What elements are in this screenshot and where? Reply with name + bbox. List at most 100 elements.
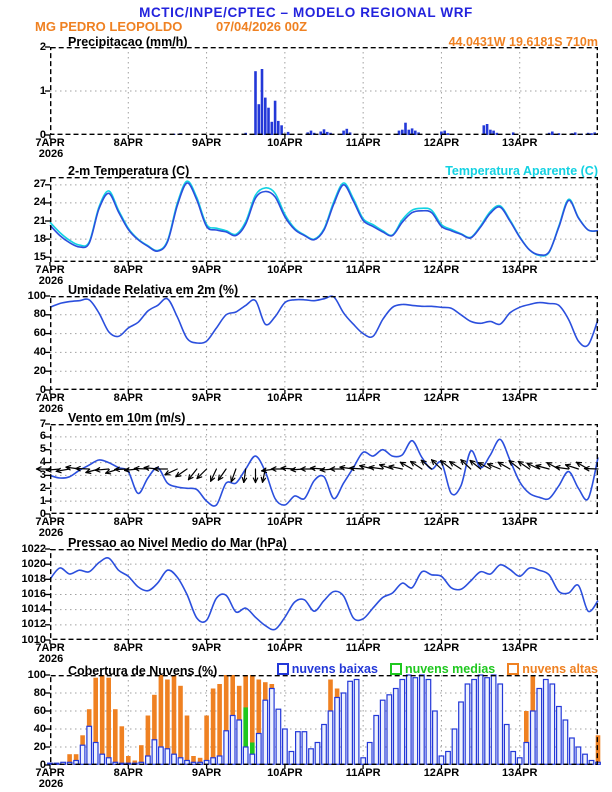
legend-square-medias-icon: [389, 663, 402, 675]
humidity-x-tick-label: 11APR: [345, 392, 381, 404]
precipitation-title-row: Precipitacao (mm/h) 44.0431W 19.6181S 71…: [50, 35, 598, 49]
wind-x-tick-label: 10APR: [267, 516, 303, 528]
precipitation-x-tick-label: 13APR: [501, 137, 538, 149]
precipitation-x-tick-label: 8APR: [113, 137, 143, 149]
clouds-chart: [45, 674, 601, 769]
pressure-y-tick-label: 1014: [21, 603, 46, 616]
humidity-y-tick-label: 100: [27, 289, 46, 302]
temperature-x-tick-label: 7APR: [35, 264, 65, 276]
legend-square-baixas-icon: [276, 663, 289, 675]
pressure-x-tick-label: 9APR: [191, 642, 222, 654]
wind-x-tick-label: 11APR: [345, 516, 381, 528]
pressure-y-tick-label: 1022: [21, 542, 46, 555]
precipitation-y-tick-label: 2: [39, 40, 46, 53]
humidity-y-tick-label: 60: [33, 327, 46, 340]
wind-chart: [35, 423, 599, 518]
wind-y-tick-label: 0: [39, 507, 46, 520]
precipitation-x-tick-label: 11APR: [345, 137, 381, 149]
humidity-x-tick-label: 7APR: [35, 392, 65, 404]
temperature-x-tick-label: 13APR: [501, 264, 538, 276]
temperature-y-tick-label: 18: [33, 232, 46, 245]
legend-nuvens-altas: nuvens altas: [507, 662, 598, 676]
precipitation-x-tick-label: 10APR: [267, 137, 303, 149]
temperature-chart: [45, 176, 599, 266]
precipitation-chart: [45, 46, 598, 139]
panel-title-wind: Vento em 10m (m/s): [68, 411, 186, 425]
temperature-y-tick-label: 21: [33, 214, 46, 227]
temperature-x-tick-label: 12APR: [423, 264, 460, 276]
clouds-y-tick-label: 0: [39, 758, 46, 771]
panel-title-precipitation: Precipitacao (mm/h): [68, 35, 188, 49]
pressure-x-tick-label: 8APR: [113, 642, 143, 654]
humidity-y-tick-label: 0: [39, 383, 46, 396]
precipitation-x-tick-label: 12APR: [423, 137, 460, 149]
pressure-title-row: Pressao ao Nivel Medio do Mar (hPa): [50, 536, 598, 550]
clouds-x-tick-label: 7APR: [35, 767, 65, 779]
pressure-y-tick-label: 1010: [21, 633, 46, 646]
precipitation-x-tick-label: 9APR: [191, 137, 222, 149]
precipitation-year-label: 2026: [38, 148, 64, 160]
pressure-chart: [45, 548, 599, 644]
clouds-y-tick-label: 100: [27, 668, 46, 681]
panel-title-humidity: Umidade Relativa em 2m (%): [68, 283, 239, 297]
humidity-chart: [45, 295, 599, 394]
panel-title-clouds: Cobertura de Nuvens (%): [68, 664, 218, 678]
wind-y-tick-label: 3: [39, 468, 46, 481]
header-subtitle: MG PEDRO LEOPOLDO 07/04/2026 00Z: [35, 19, 307, 34]
clouds-x-tick-label: 9APR: [191, 767, 222, 779]
humidity-x-tick-label: 13APR: [501, 392, 538, 404]
pressure-y-tick-label: 1018: [21, 572, 46, 585]
pressure-y-tick-label: 1016: [21, 588, 46, 600]
clouds-x-tick-label: 11APR: [345, 767, 381, 779]
wind-y-tick-label: 1: [39, 494, 46, 507]
humidity-x-tick-label: 9APR: [191, 392, 222, 404]
pressure-x-tick-label: 13APR: [501, 642, 538, 654]
humidity-y-tick-label: 20: [33, 364, 46, 377]
wind-y-tick-label: 5: [39, 443, 46, 456]
legend-label-medias: nuvens medias: [404, 662, 496, 676]
temperature-x-tick-label: 11APR: [345, 264, 381, 276]
clouds-x-tick-label: 13APR: [501, 767, 538, 779]
temperature-title-row: 2-m Temperatura (C) Temperatura Aparente…: [50, 164, 598, 178]
wind-y-tick-label: 4: [39, 456, 46, 469]
clouds-x-tick-label: 12APR: [423, 767, 460, 779]
temperature-y-tick-label: 15: [33, 250, 46, 263]
wind-x-tick-label: 7APR: [35, 516, 65, 528]
precipitation-y-tick-label: 0: [39, 128, 46, 141]
clouds-x-tick-label: 10APR: [267, 767, 303, 779]
pressure-x-tick-label: 12APR: [423, 642, 460, 654]
station-label: MG PEDRO LEOPOLDO: [35, 19, 183, 34]
temperature-year-label: 2026: [38, 275, 64, 287]
wind-x-tick-label: 9APR: [191, 516, 222, 528]
temperature-x-tick-label: 10APR: [267, 264, 303, 276]
pressure-x-tick-label: 10APR: [267, 642, 303, 654]
clouds-year-label: 2026: [38, 778, 64, 790]
clouds-y-tick-label: 60: [33, 704, 46, 717]
pressure-x-tick-label: 7APR: [35, 642, 65, 654]
humidity-year-label: 2026: [38, 403, 64, 415]
precipitation-x-tick-label: 7APR: [35, 137, 65, 149]
wind-x-tick-label: 13APR: [501, 516, 538, 528]
humidity-title-row: Umidade Relativa em 2m (%): [50, 283, 598, 297]
wind-x-tick-label: 8APR: [113, 516, 143, 528]
panel-title-temperature: 2-m Temperatura (C): [68, 164, 190, 178]
apparent-temperature-legend: Temperatura Aparente (C): [445, 164, 598, 178]
precipitation-y-tick-label: 1: [39, 84, 46, 97]
wind-title-row: Vento em 10m (m/s): [50, 411, 598, 425]
clouds-y-tick-label: 40: [33, 722, 46, 735]
page-title: MCTIC/INPE/CPTEC – MODELO REGIONAL WRF: [139, 5, 473, 20]
wind-x-tick-label: 12APR: [423, 516, 460, 528]
wind-year-label: 2026: [38, 527, 64, 539]
pressure-year-label: 2026: [38, 653, 64, 665]
clouds-y-tick-label: 20: [33, 740, 46, 753]
humidity-y-tick-label: 80: [33, 308, 46, 321]
pressure-y-tick-label: 1012: [21, 618, 46, 631]
clouds-y-tick-label: 80: [33, 686, 46, 699]
legend-nuvens-baixas: nuvens baixas: [276, 662, 378, 676]
pressure-x-tick-label: 11APR: [345, 642, 381, 654]
wind-y-tick-label: 6: [39, 430, 46, 443]
clouds-legend: nuvens baixas nuvens medias nuvens altas: [276, 662, 598, 676]
humidity-x-tick-label: 12APR: [423, 392, 460, 404]
temperature-y-tick-label: 27: [33, 178, 46, 191]
